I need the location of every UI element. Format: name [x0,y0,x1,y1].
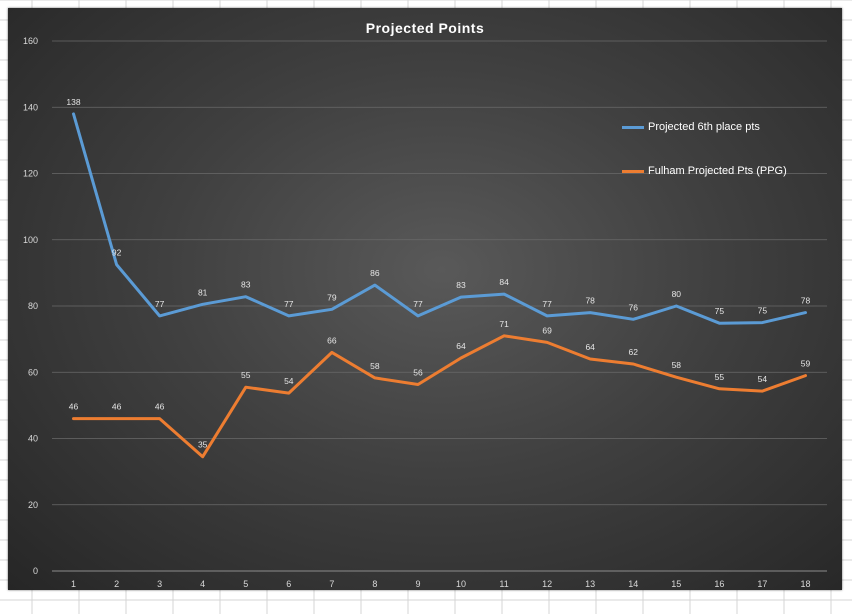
data-label: 78 [801,296,811,306]
data-label: 59 [801,359,811,369]
data-label: 46 [69,402,79,412]
data-label: 76 [629,302,639,312]
data-label: 46 [112,402,122,412]
x-tick-label: 13 [585,579,595,589]
data-label: 55 [241,370,251,380]
x-tick-label: 12 [542,579,552,589]
y-tick-label: 100 [23,235,38,245]
x-tick-label: 8 [372,579,377,589]
data-label: 83 [456,280,466,290]
series-line-1 [72,112,807,325]
x-tick-label: 15 [671,579,681,589]
x-tick-label: 18 [800,579,810,589]
y-tick-label: 140 [23,102,38,112]
y-tick-label: 20 [28,500,38,510]
x-tick-label: 9 [415,579,420,589]
data-label: 77 [413,299,423,309]
legend-label-series-2: Fulham Projected Pts (PPG) [648,165,787,177]
data-label: 77 [542,299,552,309]
x-tick-label: 6 [286,579,291,589]
x-tick-label: 11 [499,579,508,589]
data-label: 138 [66,97,80,107]
y-tick-label: 60 [28,367,38,377]
data-label: 35 [198,440,208,450]
y-tick-label: 80 [28,301,38,311]
x-tick-label: 2 [114,579,119,589]
data-label: 83 [241,280,251,290]
data-label: 86 [370,268,380,278]
data-label: 58 [370,361,380,371]
data-label: 54 [284,376,294,386]
data-label: 80 [672,289,682,299]
chart-legend: Projected 6th place pts Fulham Projected… [622,118,832,180]
data-label: 58 [672,360,682,370]
x-tick-label: 16 [714,579,724,589]
legend-item-series-1: Projected 6th place pts [622,118,832,136]
y-tick-label: 40 [28,434,38,444]
legend-item-series-2: Fulham Projected Pts (PPG) [622,162,832,180]
y-tick-label: 160 [23,36,38,46]
x-tick-label: 17 [757,579,767,589]
x-tick-label: 10 [456,579,466,589]
x-tick-label: 3 [157,579,162,589]
data-label: 64 [585,342,595,352]
data-label: 69 [542,325,552,335]
series-line-2 [72,334,807,459]
data-label: 75 [758,306,768,316]
data-label: 92 [112,248,122,258]
data-label: 77 [155,299,165,309]
data-label: 62 [629,347,639,357]
y-tick-label: 120 [23,169,38,179]
y-tick-label: 0 [33,566,38,576]
legend-swatch-series-1 [622,125,644,129]
data-label: 78 [585,296,595,306]
data-label: 81 [198,287,208,297]
x-tick-label: 4 [200,579,205,589]
data-label: 77 [284,299,294,309]
data-label: 54 [758,374,768,384]
data-label: 71 [499,319,509,329]
chart-title: Projected Points [365,20,485,36]
data-label: 66 [327,335,337,345]
x-tick-label: 14 [628,579,638,589]
x-tick-label: 5 [243,579,248,589]
data-label: 79 [327,292,337,302]
data-label: 56 [413,368,423,378]
x-tick-label: 7 [329,579,334,589]
legend-swatch-series-2 [622,169,644,173]
legend-label-series-1: Projected 6th place pts [648,121,760,133]
data-label: 64 [456,341,466,351]
data-label: 46 [155,402,165,412]
data-label: 55 [715,372,725,382]
data-label: 84 [499,277,509,287]
x-tick-label: 1 [71,579,76,589]
chart-area[interactable]: 0 20 40 60 80 100 120 140 160 1 2 3 4 5 6 7 8 9 10 11 12 13 14… [8,8,842,590]
data-label: 75 [715,306,725,316]
